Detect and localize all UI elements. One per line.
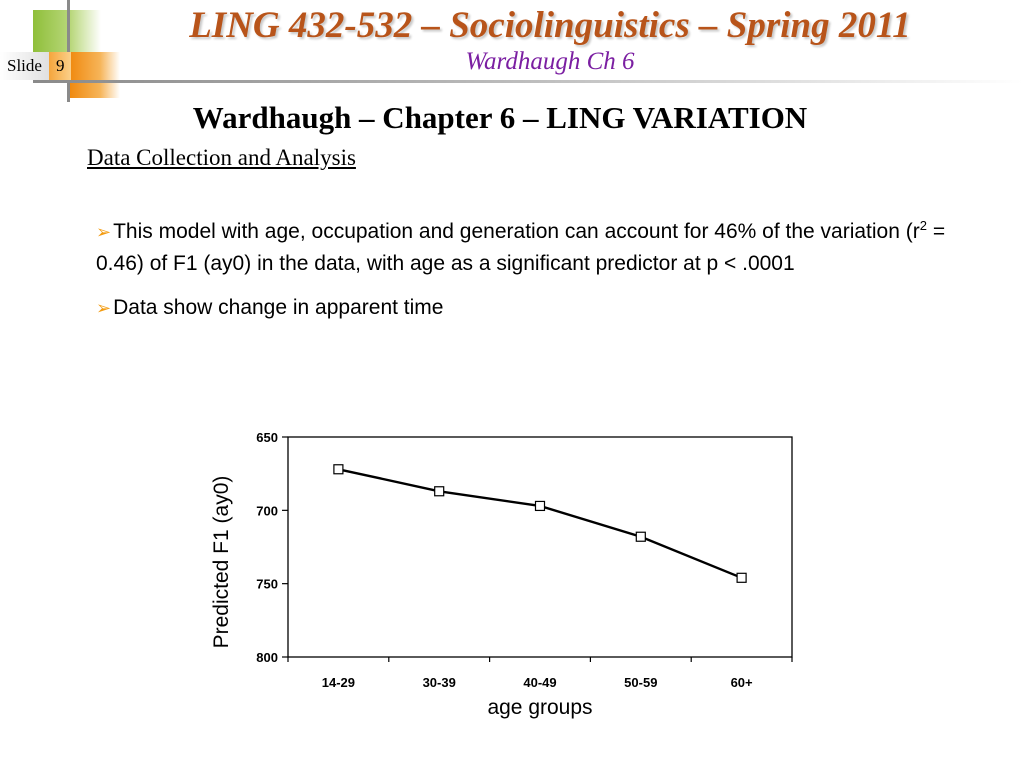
slide-heading: Wardhaugh – Chapter 6 – LING VARIATION [192, 100, 808, 135]
slide-number-tag: Slide 9 [0, 52, 72, 80]
x-tick-label: 60+ [731, 675, 753, 690]
slide-subheading: Data Collection and Analysis [87, 145, 356, 170]
bullet-superscript: 2 [919, 218, 927, 233]
decor-vertical-line [67, 0, 70, 102]
x-tick-label: 30-39 [423, 675, 456, 690]
data-point-marker [534, 500, 546, 512]
course-title: LING 432-532 – Sociolinguistics – Spring… [189, 5, 911, 46]
chart-svg: 650 700 750 800 14-29 30-39 40-49 50-59 60+ age g… [210, 430, 793, 719]
bullet-text-2: Data show change in apparent time [113, 296, 444, 319]
data-point-marker [736, 572, 747, 583]
bullet-text-1b: = 0.46) of F1 (ay0) in the data, with ag… [96, 220, 946, 275]
y-tick-label: 700 [256, 503, 278, 518]
x-tick-label: 40-49 [523, 675, 556, 690]
plot-area-frame [287, 436, 793, 658]
bullet-text-1a: This model with age, occupation and gene… [113, 220, 920, 243]
x-tick-label: 50-59 [624, 675, 657, 690]
decor-orange-block [70, 52, 120, 98]
bullet-item: ➢Data show change in apparent time [96, 292, 986, 324]
slide-label: Slide [0, 52, 49, 80]
x-tick-label: 14-29 [322, 675, 355, 690]
y-tick-label: 650 [256, 430, 278, 445]
x-axis-label: age groups [487, 696, 592, 719]
series-line [338, 468, 743, 579]
y-tick-label: 750 [256, 577, 278, 592]
slide-number: 9 [48, 52, 72, 80]
bullet-arrow-icon: ➢ [96, 298, 112, 318]
bullet-arrow-icon: ➢ [96, 222, 112, 242]
bullet-list: ➢This model with age, occupation and gen… [96, 216, 986, 337]
data-point-marker [333, 464, 344, 475]
data-point-marker [635, 531, 646, 542]
f1-age-chart: 650 700 750 800 14-29 30-39 40-49 50-59 60+ age g… [180, 420, 820, 735]
bullet-item: ➢This model with age, occupation and gen… [96, 216, 986, 279]
course-subtitle: Wardhaugh Ch 6 [465, 48, 635, 75]
y-tick-label: 800 [256, 650, 278, 665]
decor-horizontal-line [33, 80, 1023, 83]
y-axis-label: Predicted F1 (ay0) [210, 476, 233, 649]
data-point-marker [434, 486, 445, 497]
